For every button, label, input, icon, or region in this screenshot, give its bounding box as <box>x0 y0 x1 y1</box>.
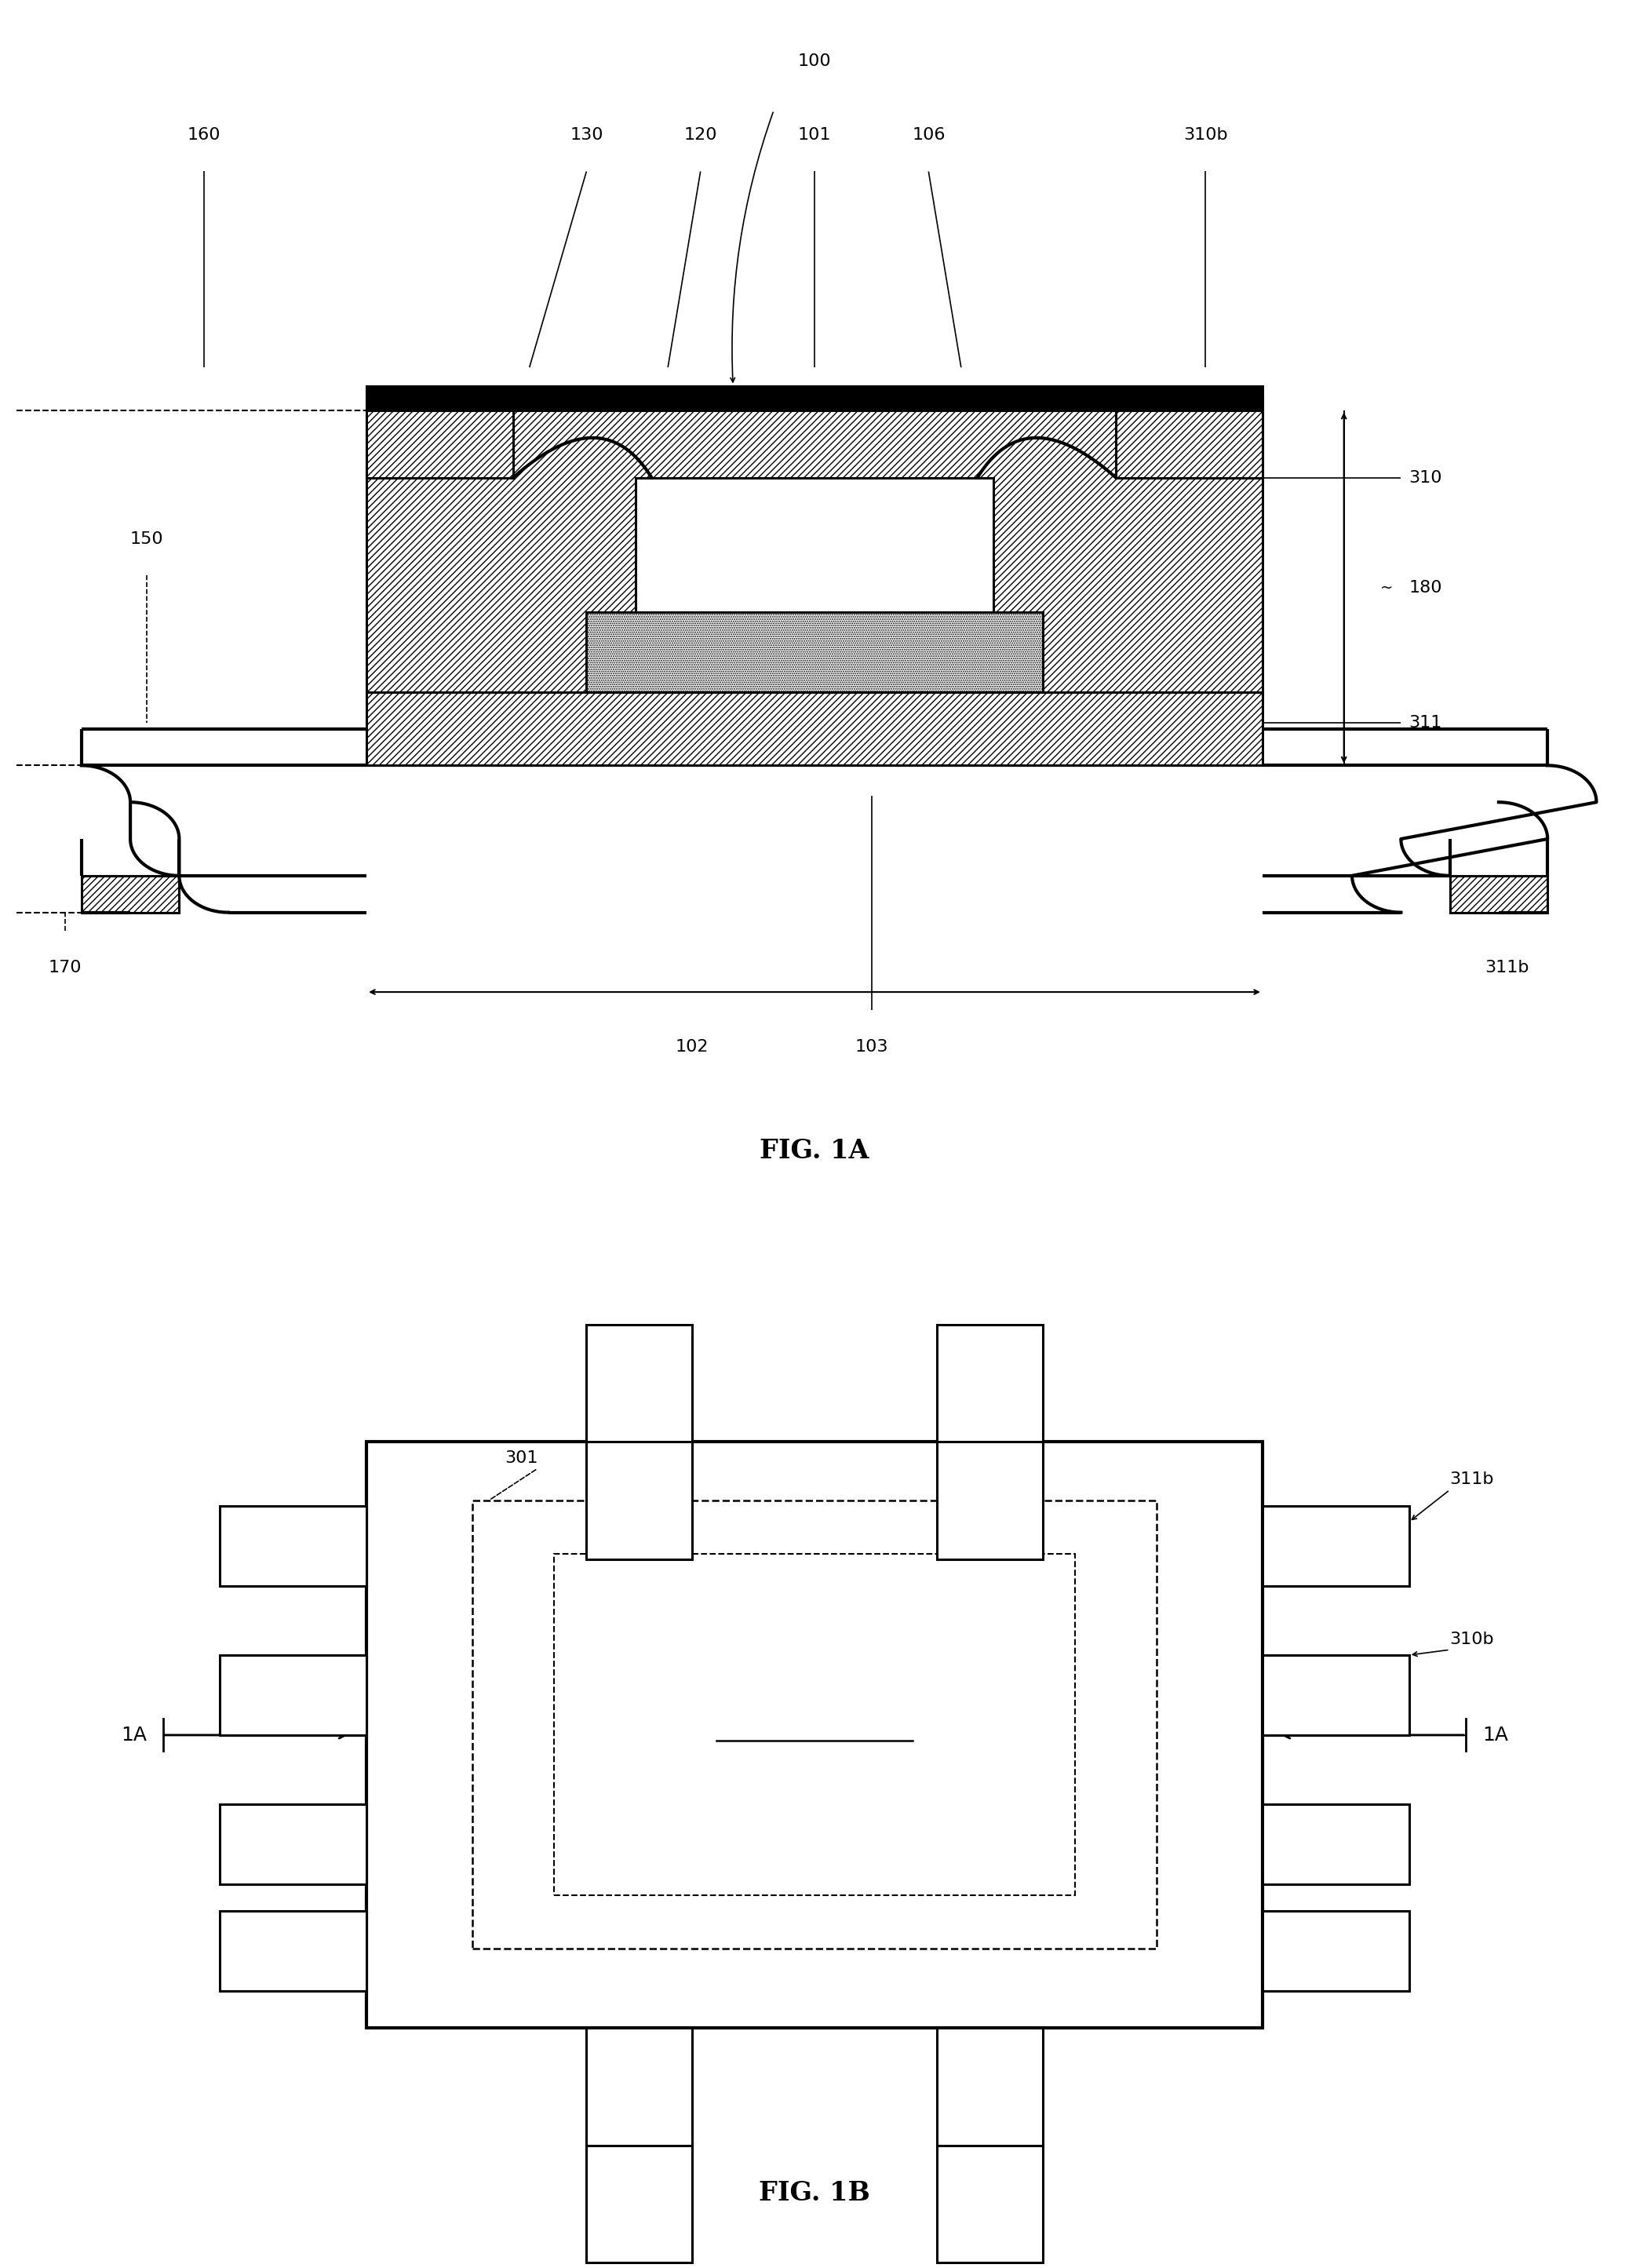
Bar <box>367 411 513 479</box>
Bar <box>635 479 994 612</box>
Bar <box>81 875 179 912</box>
Bar <box>472 1501 1157 1948</box>
Bar <box>1262 1912 1409 1991</box>
Text: 120: 120 <box>684 127 717 143</box>
Text: 311b: 311b <box>1484 959 1530 975</box>
Text: 106: 106 <box>912 127 945 143</box>
Text: 102: 102 <box>676 1039 709 1055</box>
Bar <box>586 2146 692 2263</box>
Text: 310b: 310b <box>1450 1631 1494 1647</box>
Bar <box>1262 1805 1409 1885</box>
Text: 101: 101 <box>798 127 831 143</box>
Bar <box>937 1325 1043 1442</box>
Bar <box>1262 1506 1409 1585</box>
Bar <box>367 692 1262 767</box>
Bar <box>554 1554 1075 1896</box>
Bar <box>586 1325 692 1442</box>
Text: 100: 100 <box>798 54 831 68</box>
Text: 101: 101 <box>792 1696 837 1721</box>
Bar <box>220 1506 367 1585</box>
Bar <box>1116 411 1262 479</box>
Text: 103: 103 <box>855 1039 888 1055</box>
Bar <box>586 2028 692 2146</box>
Text: 1A: 1A <box>121 1726 147 1744</box>
Bar <box>367 1442 1262 2028</box>
Text: FIG. 1A: FIG. 1A <box>759 1139 870 1163</box>
Text: 1A: 1A <box>1482 1726 1508 1744</box>
Text: ~: ~ <box>1380 581 1393 594</box>
Text: 180: 180 <box>1409 581 1442 596</box>
Bar <box>586 1442 692 1558</box>
Bar <box>937 2146 1043 2263</box>
Bar <box>1450 875 1548 912</box>
Text: 311: 311 <box>1409 714 1442 730</box>
Text: 310b: 310b <box>1183 127 1228 143</box>
Bar <box>1262 1656 1409 1735</box>
Text: 310: 310 <box>1409 469 1442 485</box>
Text: 170: 170 <box>49 959 81 975</box>
Bar <box>937 1442 1043 1558</box>
Bar <box>367 399 1262 692</box>
Bar <box>220 1656 367 1735</box>
Text: 130: 130 <box>570 127 603 143</box>
Text: FIG. 1B: FIG. 1B <box>759 2180 870 2207</box>
Bar <box>586 612 1043 692</box>
Bar <box>220 1912 367 1991</box>
Bar <box>220 1805 367 1885</box>
Text: 160: 160 <box>187 127 220 143</box>
Bar <box>367 386 1262 411</box>
Text: 311b: 311b <box>1450 1472 1494 1488</box>
Text: 150: 150 <box>130 531 163 547</box>
Bar <box>937 2028 1043 2146</box>
Text: 301: 301 <box>505 1449 538 1465</box>
